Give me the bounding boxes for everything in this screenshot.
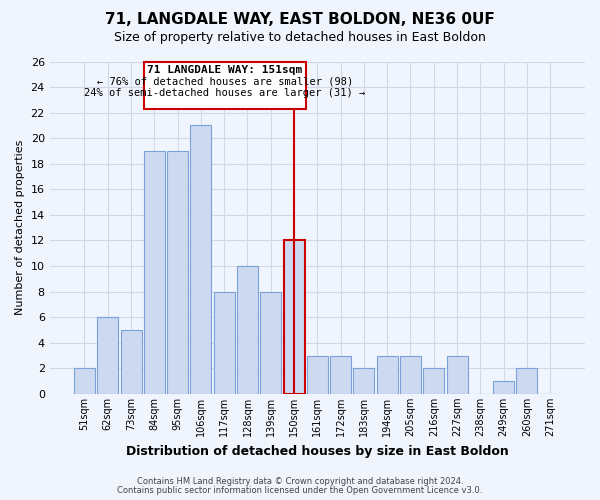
- Text: Contains public sector information licensed under the Open Government Licence v3: Contains public sector information licen…: [118, 486, 482, 495]
- Bar: [353, 368, 374, 394]
- Bar: [190, 126, 211, 394]
- Bar: [423, 368, 444, 394]
- X-axis label: Distribution of detached houses by size in East Boldon: Distribution of detached houses by size …: [126, 444, 509, 458]
- Bar: [144, 151, 165, 394]
- Bar: [517, 368, 538, 394]
- Bar: [330, 356, 351, 394]
- Bar: [446, 356, 467, 394]
- Y-axis label: Number of detached properties: Number of detached properties: [15, 140, 25, 316]
- Text: 24% of semi-detached houses are larger (31) →: 24% of semi-detached houses are larger (…: [85, 88, 365, 99]
- Text: Size of property relative to detached houses in East Boldon: Size of property relative to detached ho…: [114, 31, 486, 44]
- Bar: [307, 356, 328, 394]
- Bar: [400, 356, 421, 394]
- Text: 71 LANGDALE WAY: 151sqm: 71 LANGDALE WAY: 151sqm: [148, 64, 302, 74]
- Text: Contains HM Land Registry data © Crown copyright and database right 2024.: Contains HM Land Registry data © Crown c…: [137, 477, 463, 486]
- Bar: [377, 356, 398, 394]
- FancyBboxPatch shape: [144, 62, 306, 109]
- Bar: [493, 381, 514, 394]
- Bar: [121, 330, 142, 394]
- Text: 71, LANGDALE WAY, EAST BOLDON, NE36 0UF: 71, LANGDALE WAY, EAST BOLDON, NE36 0UF: [105, 12, 495, 28]
- Bar: [237, 266, 258, 394]
- Bar: [97, 317, 118, 394]
- Bar: [214, 292, 235, 394]
- Bar: [260, 292, 281, 394]
- Bar: [74, 368, 95, 394]
- Bar: [167, 151, 188, 394]
- Bar: [284, 240, 305, 394]
- Text: ← 76% of detached houses are smaller (98): ← 76% of detached houses are smaller (98…: [97, 76, 353, 86]
